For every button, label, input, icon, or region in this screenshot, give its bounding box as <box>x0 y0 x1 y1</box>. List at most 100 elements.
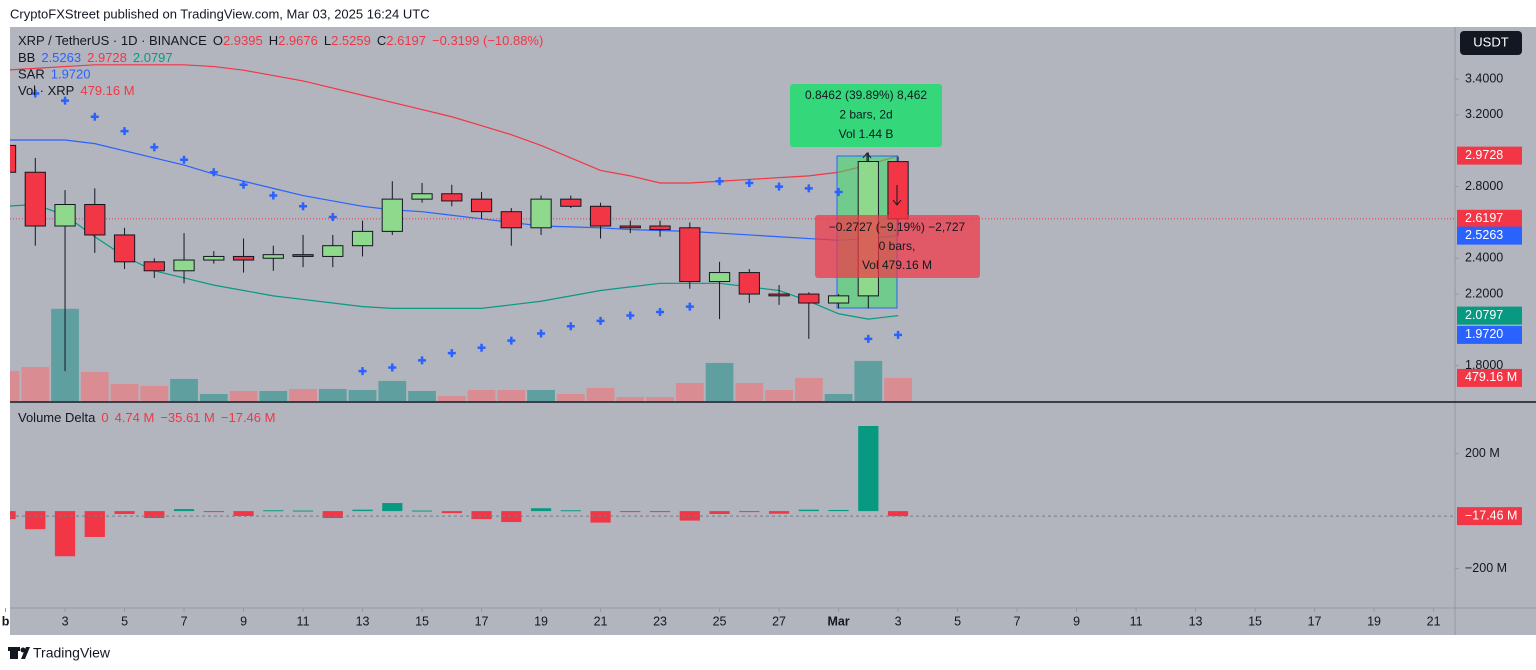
candle-body <box>768 293 790 297</box>
sar-point <box>120 127 129 136</box>
x-tick-label: 19 <box>1367 614 1381 628</box>
price-label-bg <box>1457 226 1522 245</box>
y-tick-label: 2.4000 <box>1465 251 1503 265</box>
delta-bar <box>144 511 165 519</box>
candle-body <box>10 144 17 173</box>
candle-body <box>351 230 374 247</box>
volume-bar <box>110 383 139 401</box>
candle-body <box>827 295 850 304</box>
x-tick-label: 21 <box>1427 614 1441 628</box>
y-tick-label: 3.2000 <box>1465 107 1503 121</box>
delta-bar <box>10 511 16 520</box>
main-legend: XRP / TetherUS · 1D · BINANCE O2.9395 H2.9… <box>18 33 543 48</box>
logo-bar <box>8 647 20 651</box>
delta-bar <box>54 511 76 557</box>
delta-bar <box>530 508 552 512</box>
volume-bar <box>675 382 704 401</box>
candle-body <box>500 211 522 229</box>
volume-bar <box>318 388 347 401</box>
delta-bar <box>739 511 760 513</box>
volume-bar <box>467 389 496 401</box>
legend-item: C <box>377 33 386 48</box>
candle-body <box>798 293 820 304</box>
measure-arrow <box>862 152 902 206</box>
x-tick-label: 9 <box>240 614 247 628</box>
candle-body <box>84 204 106 236</box>
delta-bar <box>590 511 611 523</box>
delta-bar <box>649 511 671 513</box>
currency-button[interactable] <box>1460 31 1522 55</box>
legend-item: O <box>213 33 223 48</box>
delta-bar <box>441 511 462 514</box>
legend-item: 4.74 M <box>115 410 155 425</box>
candle-body <box>560 198 582 207</box>
delta-last-label: −17.46 M <box>1465 508 1517 522</box>
x-tick-label: 3 <box>895 614 902 628</box>
candle-body <box>113 234 136 263</box>
candle-body <box>619 225 641 229</box>
legend-item: −0.3199 (−10.88%) <box>432 33 543 48</box>
sar-point <box>715 177 724 186</box>
candle-body <box>649 225 671 231</box>
sar-point <box>685 302 694 311</box>
x-tick-label: 3 <box>62 614 69 628</box>
volume-bar <box>408 390 436 401</box>
sar-point <box>775 182 784 191</box>
legend-item: 2.5263 <box>41 50 81 65</box>
x-tick-label: 23 <box>653 614 667 628</box>
candle-body <box>708 272 731 283</box>
volume-label-bg <box>1457 368 1522 387</box>
volume-bar <box>616 397 645 401</box>
legend-item: SAR <box>18 67 45 82</box>
measure-down-text: −0.2727 (−9.19%) −2,727 <box>829 220 966 234</box>
candle-body <box>262 254 284 259</box>
legend-item: L <box>324 33 331 48</box>
delta-bar <box>858 426 879 512</box>
sar-point <box>834 187 843 196</box>
x-tick-label: 5 <box>954 614 961 628</box>
candle-body <box>173 259 195 272</box>
candle-body <box>470 198 493 213</box>
volume-bar <box>735 382 764 401</box>
y-tick-label: 200 M <box>1465 446 1500 460</box>
sar-point <box>804 184 813 193</box>
delta-bar <box>84 511 105 537</box>
currency-label[interactable]: USDT <box>1473 34 1508 49</box>
candle-body <box>232 255 255 261</box>
delta-bar <box>352 509 373 512</box>
delta-bar <box>709 511 730 514</box>
sar-point <box>388 363 397 372</box>
measure-down-text: 0 bars, <box>879 239 916 253</box>
volume-bar <box>705 362 734 401</box>
delta-bar <box>411 510 433 512</box>
delta-bar <box>322 511 343 519</box>
sar-point <box>209 168 218 177</box>
volume-bar <box>765 389 793 401</box>
overlay: −0.2727 (−9.19%) −2,727 0 bars, Vol 479.16… <box>18 33 1522 526</box>
delta-bar <box>501 511 522 523</box>
volume-bar <box>586 387 615 401</box>
delta-bar <box>25 511 46 530</box>
volume-bar <box>794 377 823 401</box>
x-tick-label: 5 <box>121 614 128 628</box>
measure-up-box <box>790 84 942 147</box>
x-tick-label: b <box>2 614 10 628</box>
measure-up-text: 0.8462 (39.89%) 8,462 <box>805 88 927 102</box>
x-tick-label: Mar <box>827 614 849 628</box>
delta-last-label-bg <box>1457 507 1522 526</box>
candle-body <box>887 161 909 220</box>
volume-bar <box>259 390 288 401</box>
indicator-legend: Vol · XRP 479.16 M <box>18 83 135 98</box>
volume-bar <box>556 393 585 401</box>
volume-bar <box>646 397 674 401</box>
volume-bar <box>378 380 407 401</box>
volume-bar <box>348 389 377 401</box>
volume-bar <box>199 393 228 401</box>
delta-bar <box>887 511 909 517</box>
price-pane <box>10 64 1455 401</box>
candle-body <box>441 193 463 202</box>
delta-bar <box>263 510 284 512</box>
delta-bar <box>114 511 135 514</box>
x-tick-label: 13 <box>356 614 370 628</box>
